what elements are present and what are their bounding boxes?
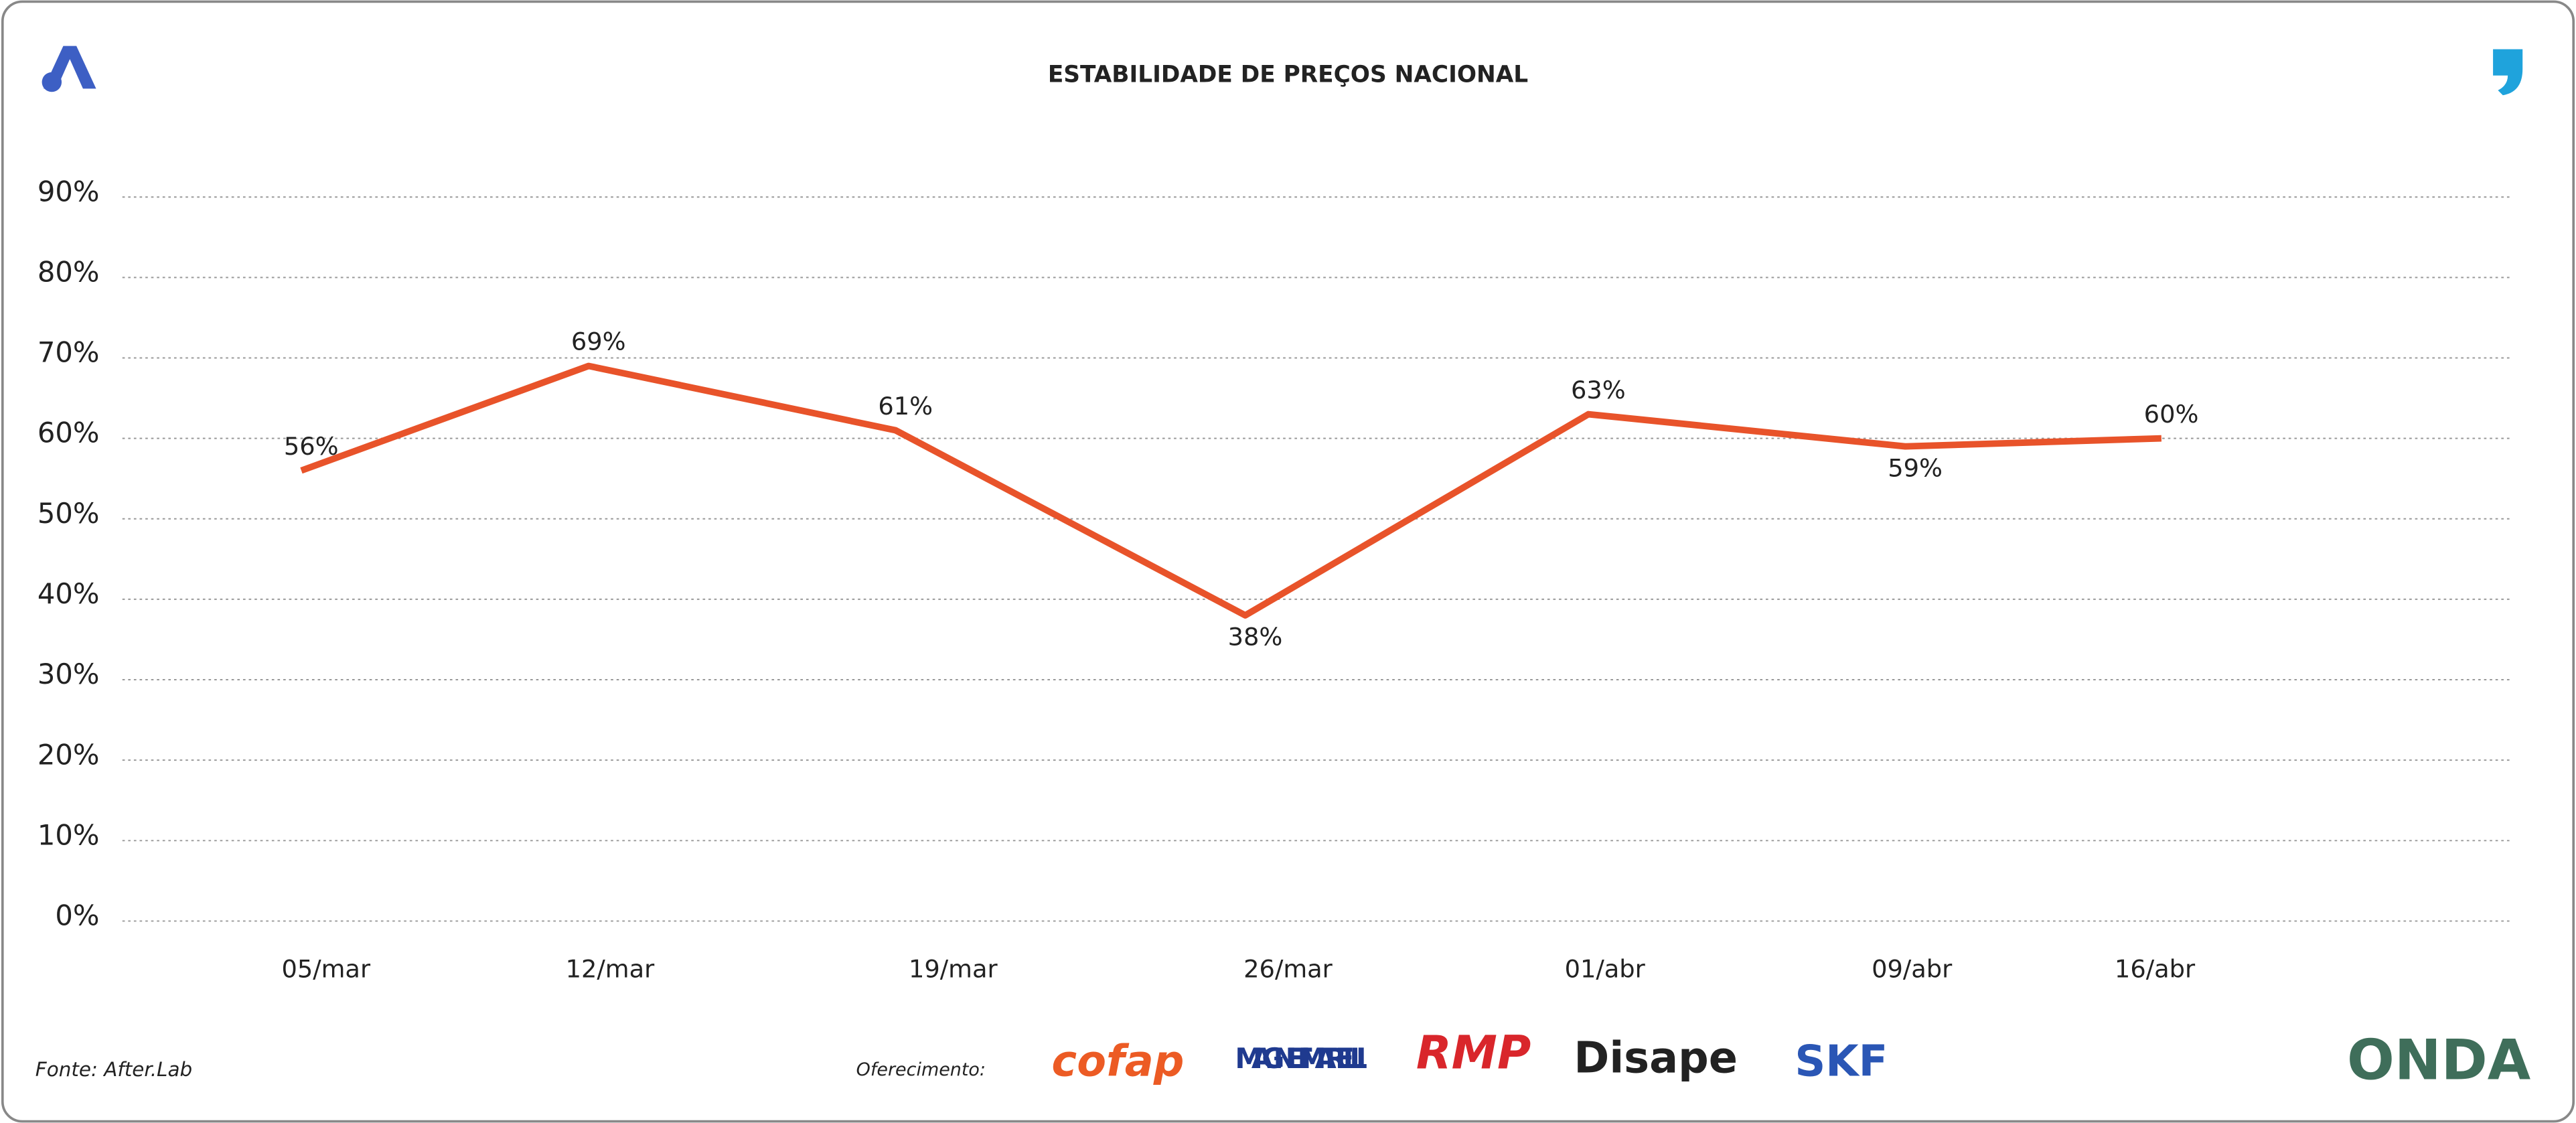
data-label: 69%	[571, 327, 626, 356]
logo-left	[42, 46, 96, 92]
y-tick-label: 90%	[37, 175, 100, 208]
y-tick-label: 10%	[37, 818, 100, 851]
data-label: 56%	[284, 432, 339, 461]
sponsor-label: Oferecimento:	[856, 1059, 986, 1080]
sponsor-logo: Disape	[1574, 1033, 1738, 1083]
data-label: 38%	[1228, 623, 1283, 652]
sponsor-logo: MAGNETI MARELLI	[1235, 1042, 1367, 1075]
brand-logo: ONDA	[2347, 1028, 2531, 1093]
sponsor-logo: cofap	[1051, 1037, 1184, 1086]
data-label: 63%	[1571, 376, 1626, 404]
data-label: 61%	[878, 392, 933, 421]
x-tick-label: 26/mar	[1243, 954, 1333, 983]
x-tick-label: 12/mar	[566, 954, 656, 983]
data-label: 60%	[2144, 400, 2199, 429]
y-tick-label: 0%	[55, 899, 99, 932]
source: Fonte: After.Lab	[35, 1058, 192, 1081]
x-tick-label: 05/mar	[281, 954, 371, 983]
y-tick-label: 60%	[37, 417, 100, 449]
chart-title: ESTABILIDADE DE PREÇOS NACIONAL	[1048, 61, 1528, 88]
logo-right	[2493, 49, 2523, 96]
data-label: 59%	[1888, 453, 1943, 482]
y-tick-label: 20%	[37, 738, 100, 771]
y-tick-label: 50%	[37, 497, 100, 530]
x-tick-label: 16/abr	[2115, 954, 2196, 983]
sponsor-logo: SKF	[1795, 1037, 1888, 1086]
y-tick-label: 30%	[37, 658, 100, 690]
y-tick-label: 70%	[37, 336, 100, 369]
x-tick-label: 01/abr	[1565, 954, 1646, 983]
y-tick-label: 40%	[37, 577, 100, 610]
y-tick-label: 80%	[37, 255, 100, 288]
line	[300, 362, 2162, 619]
x-tick-label: 19/mar	[909, 954, 998, 983]
x-tick-label: 09/abr	[1872, 954, 1953, 983]
sponsor-logo: RMP	[1416, 1027, 1531, 1080]
